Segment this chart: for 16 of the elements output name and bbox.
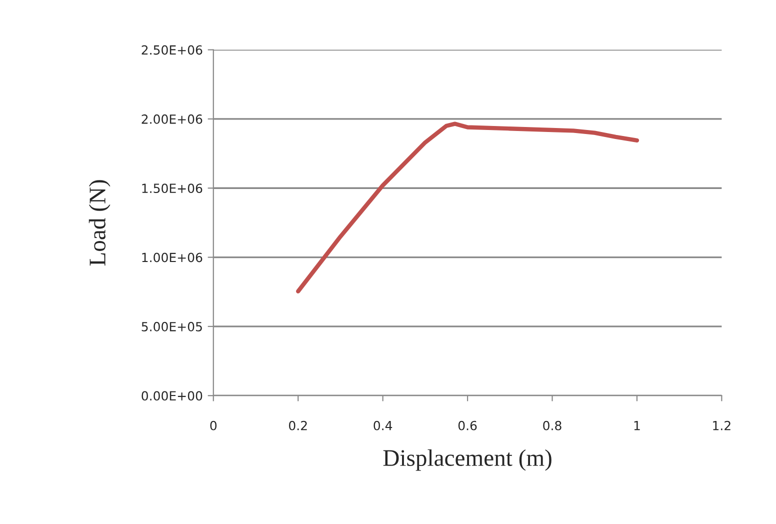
x-tick-label: 1 <box>634 421 640 430</box>
x-tick-label: 0.6 <box>458 420 477 430</box>
x-tick-label: 0.8 <box>543 420 562 430</box>
x-tick-label: 0.2 <box>289 420 307 430</box>
x-tick-label: 1.2 <box>713 420 730 430</box>
y-tick-label: 5.00E+05 <box>142 322 202 332</box>
line-series <box>296 122 640 294</box>
x-tick-label: 0 <box>210 420 217 430</box>
x-axis-title: Displacement (m) <box>383 449 552 471</box>
y-axis-title: Load (N) <box>88 180 110 266</box>
y-tick-label: 2.00E+06 <box>142 114 202 124</box>
y-tick-label: 1.00E+06 <box>142 252 202 262</box>
y-tick-label: 0.00E+00 <box>142 391 202 401</box>
y-tick-label: 2.50E+06 <box>142 45 202 55</box>
y-tick-label: 1.50E+06 <box>142 184 202 194</box>
x-tick-label: 0.4 <box>374 420 392 430</box>
